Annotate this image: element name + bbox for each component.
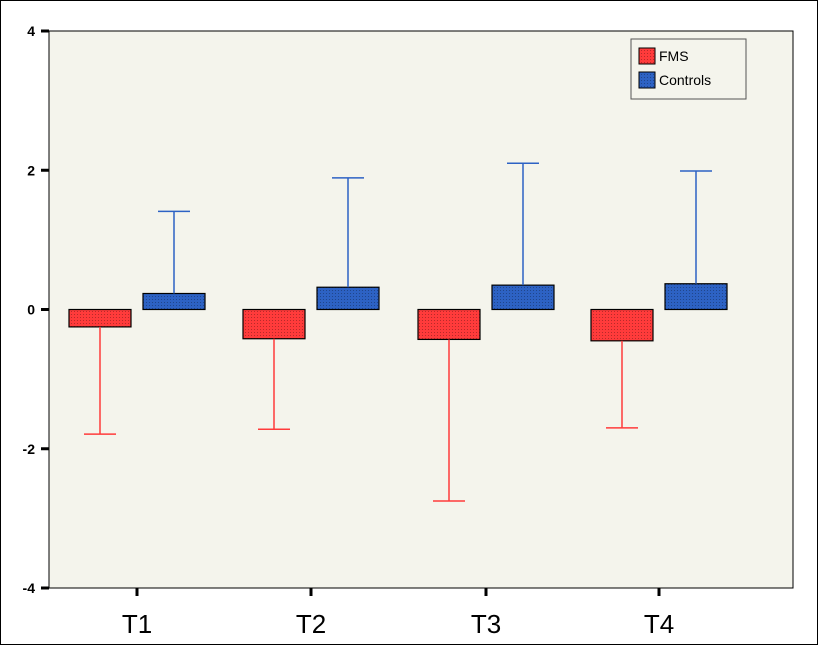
x-tick-label-0: T1: [122, 609, 152, 639]
legend-swatch-texture-0: [639, 48, 655, 64]
y-tick-label-1: 2: [27, 162, 35, 178]
bar-texture-0-0: [69, 309, 131, 327]
bar-texture-0-3: [591, 309, 653, 341]
x-tick-label-3: T4: [644, 609, 674, 639]
bar-texture-1-2: [492, 285, 554, 310]
y-tick-label-4: -4: [23, 580, 36, 596]
x-label-box-0: [99, 602, 175, 644]
bar-texture-1-3: [665, 283, 727, 310]
legend-label-1: Controls: [659, 72, 711, 88]
y-tick-label-0: 4: [27, 23, 35, 39]
x-tick-label-2: T3: [471, 609, 501, 639]
y-tick-label-2: 0: [27, 302, 35, 318]
legend-swatch-texture-1: [639, 72, 655, 88]
x-label-box-1: [273, 602, 349, 644]
x-label-box-2: [448, 602, 524, 644]
bar-texture-0-2: [418, 309, 480, 340]
y-tick-label-3: -2: [23, 441, 36, 457]
bar-texture-1-0: [143, 293, 205, 310]
x-label-box-3: [621, 602, 697, 644]
legend-label-0: FMS: [659, 48, 689, 64]
x-tick-label-1: T2: [296, 609, 326, 639]
bar-texture-1-1: [317, 287, 379, 310]
bar-texture-0-1: [243, 309, 305, 339]
